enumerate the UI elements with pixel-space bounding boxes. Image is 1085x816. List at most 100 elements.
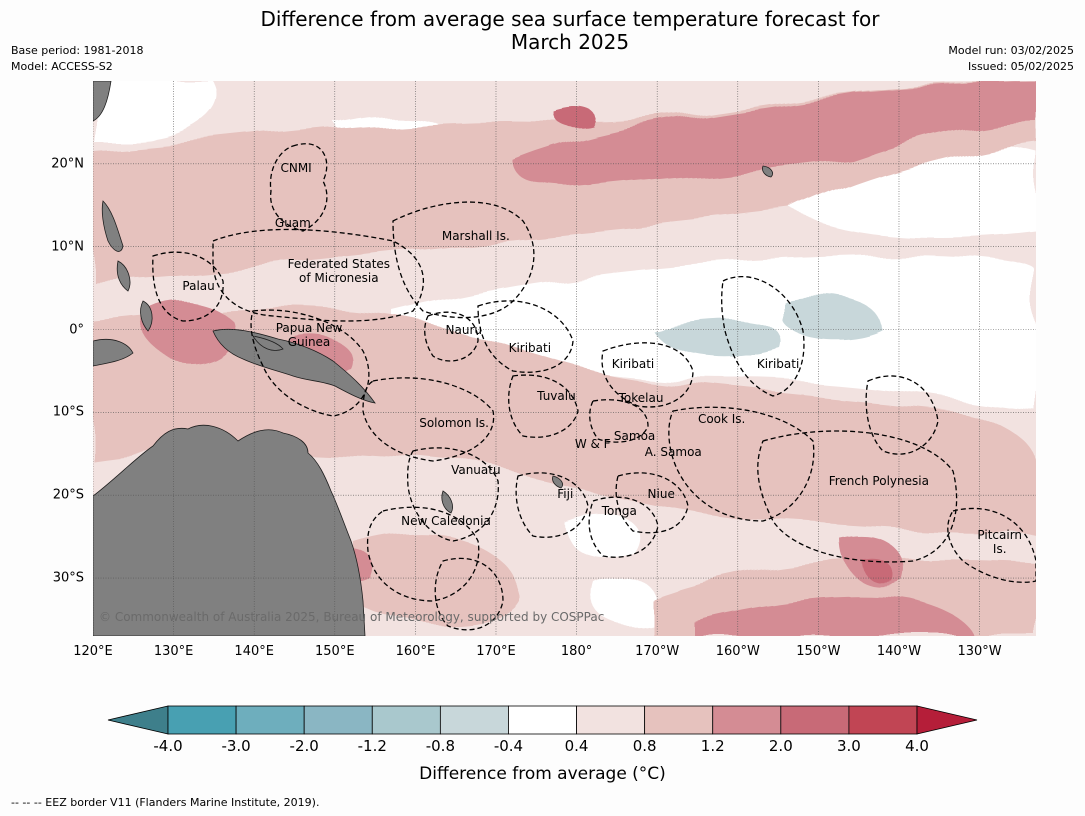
eez-niue bbox=[615, 472, 689, 534]
new-britain-land bbox=[252, 335, 284, 351]
y-tick-label: 20°N bbox=[51, 156, 84, 172]
x-tick-label: 120°E bbox=[73, 644, 113, 659]
x-tick-label: 170°W bbox=[635, 644, 680, 659]
x-tick-label: 180° bbox=[560, 644, 593, 659]
x-tick-label: 130°W bbox=[957, 644, 1002, 659]
place-label: Palau bbox=[182, 278, 215, 293]
place-label: Kiribati bbox=[756, 357, 800, 372]
colorbar-swatch bbox=[848, 705, 918, 735]
metadata-right: Model run: 03/02/2025 Issued: 05/02/2025 bbox=[948, 43, 1074, 75]
x-tick-label: 160°W bbox=[715, 644, 760, 659]
place-label: Kiribati bbox=[611, 357, 655, 372]
fiji-land bbox=[552, 475, 563, 489]
eez-cook-islands bbox=[668, 406, 815, 522]
mindanao-land bbox=[116, 260, 131, 292]
colorbar-tick-label: 0.8 bbox=[632, 737, 657, 755]
metadata-left: Base period: 1981-2018 Model: ACCESS-S2 bbox=[11, 43, 143, 75]
eez-png bbox=[250, 309, 370, 417]
new-caledonia-land bbox=[441, 490, 453, 514]
place-label: Solomon Is. bbox=[419, 416, 489, 431]
place-label: A. Samoa bbox=[644, 445, 702, 460]
australia-land bbox=[93, 424, 366, 636]
asia-coast-land bbox=[93, 81, 112, 122]
model-run-text: Model run: 03/02/2025 bbox=[948, 44, 1074, 57]
chart-title: Difference from average sea surface temp… bbox=[0, 8, 1085, 54]
colorbar-tick-label: 4.0 bbox=[905, 737, 929, 755]
colorbar-swatch bbox=[576, 705, 646, 735]
colorbar bbox=[107, 705, 978, 735]
place-label: CNMI bbox=[280, 160, 312, 175]
place-label: Niue bbox=[647, 486, 675, 501]
eez-french-polynesia bbox=[757, 430, 958, 563]
issued-text: Issued: 05/02/2025 bbox=[967, 60, 1074, 73]
colorbar-tick-label: -3.0 bbox=[221, 737, 251, 755]
eez-footnote: -- -- -- EEZ border V11 (Flanders Marine… bbox=[11, 796, 320, 809]
colorbar-max-extension bbox=[916, 705, 978, 735]
eez-norfolk bbox=[434, 557, 504, 631]
place-label: New Caledonia bbox=[401, 513, 491, 528]
eez-micronesia bbox=[212, 228, 424, 322]
y-tick-label: 10°S bbox=[52, 404, 84, 420]
colorbar-swatch bbox=[371, 705, 441, 735]
place-label: Nauru bbox=[445, 322, 482, 337]
x-tick-label: 160°E bbox=[395, 644, 436, 659]
place-label: W & F bbox=[574, 436, 611, 451]
eez-french-polynesia-marquesas bbox=[865, 375, 939, 455]
colorbar-tick-label: -2.0 bbox=[289, 737, 319, 755]
place-label: Marshall Is. bbox=[441, 228, 510, 243]
sst-anomaly-map bbox=[93, 81, 1036, 636]
colorbar-swatch bbox=[780, 705, 850, 735]
place-label: Cook Is. bbox=[697, 411, 746, 426]
base-period-text: Base period: 1981-2018 bbox=[11, 44, 144, 57]
chart-title-line1: Difference from average sea surface temp… bbox=[260, 7, 880, 31]
colorbar-tick-label: -0.8 bbox=[425, 737, 455, 755]
place-label: Pitcairn Is. bbox=[977, 528, 1023, 557]
graticule bbox=[93, 81, 1036, 636]
place-label: Papua New Guinea bbox=[275, 321, 343, 350]
y-tick-label: 20°S bbox=[52, 487, 84, 503]
eez-cnmi bbox=[269, 143, 328, 232]
eez-solomon-islands bbox=[362, 377, 495, 462]
colorbar-min-extension bbox=[107, 705, 169, 735]
eez-kiribati-line bbox=[721, 276, 805, 397]
colorbar-title: Difference from average (°C) bbox=[419, 764, 666, 784]
colorbar-swatch bbox=[712, 705, 782, 735]
colorbar-swatch bbox=[167, 705, 237, 735]
x-tick-label: 170°E bbox=[476, 644, 516, 659]
eez-tuvalu bbox=[508, 374, 579, 438]
x-tick-label: 150°E bbox=[315, 644, 355, 659]
eez-kiribati-west bbox=[477, 300, 574, 373]
new-guinea-land bbox=[212, 328, 376, 404]
place-label: Tonga bbox=[601, 503, 637, 518]
place-label: Tuvalu bbox=[537, 388, 576, 403]
eez-palau bbox=[152, 251, 224, 322]
colorbar-tick-label: -1.2 bbox=[357, 737, 387, 755]
eez-tonga bbox=[588, 496, 659, 558]
copyright-text: © Commonwealth of Australia 2025, Bureau… bbox=[99, 610, 605, 624]
place-label: Vanuatu bbox=[451, 462, 501, 477]
eez-kiribati-phoenix bbox=[601, 342, 694, 408]
colorbar-tick-label: 2.0 bbox=[768, 737, 793, 755]
eez-fiji bbox=[515, 472, 589, 538]
colorbar-tick-label: 3.0 bbox=[836, 737, 861, 755]
model-text: Model: ACCESS-S2 bbox=[11, 60, 113, 73]
place-label: French Polynesia bbox=[828, 474, 929, 489]
eez-nauru bbox=[424, 311, 479, 362]
x-tick-label: 130°E bbox=[153, 644, 194, 659]
eez-new-caledonia bbox=[366, 506, 480, 602]
y-tick-label: 0° bbox=[69, 322, 84, 337]
colorbar-swatch bbox=[303, 705, 373, 735]
place-label: Fiji bbox=[557, 486, 574, 501]
eez-borders bbox=[152, 143, 1036, 631]
x-tick-label: 140°E bbox=[234, 644, 274, 659]
sulawesi-land bbox=[140, 300, 153, 332]
chart-title-line2: March 2025 bbox=[510, 30, 630, 54]
place-label: Tokelau bbox=[618, 391, 664, 406]
x-tick-label: 150°W bbox=[796, 644, 841, 659]
y-tick-label: 10°N bbox=[51, 239, 84, 255]
x-tick-label: 140°W bbox=[876, 644, 922, 659]
eez-vanuatu bbox=[407, 447, 499, 542]
land-masses bbox=[93, 81, 773, 636]
colorbar-swatch bbox=[644, 705, 714, 735]
colorbar-tick-label: 0.4 bbox=[564, 737, 589, 755]
